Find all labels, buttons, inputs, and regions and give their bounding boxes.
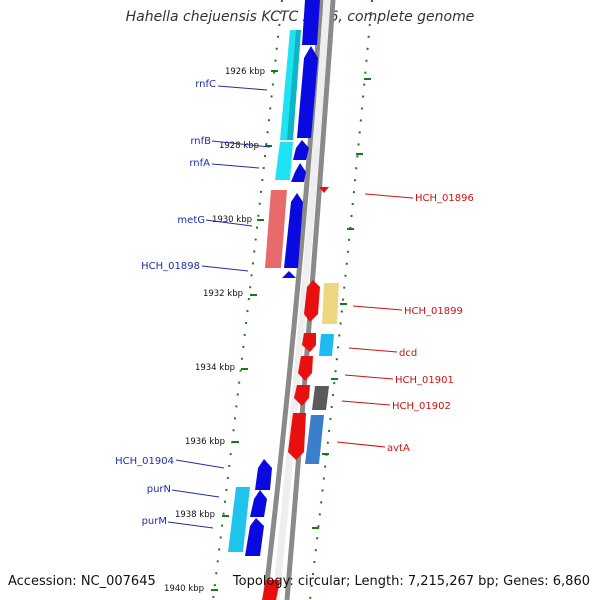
gene-red-dcd[interactable] [302,333,316,352]
gene-yellow-HCH_01899[interactable] [322,283,339,324]
leader-line [217,85,268,91]
inner-dotted-track [212,0,283,600]
kbp-label: 1926 kbp [225,67,265,77]
backbone [262,0,336,600]
gene-label-HCH_01901[interactable]: HCH_01901 [395,375,454,386]
gene-blue-HCH_01904[interactable] [255,459,272,490]
gene-blue-metG[interactable] [284,193,303,268]
gene-cyan-purN[interactable] [228,487,250,552]
gene-blue-purN[interactable] [250,490,267,517]
gene-gray-HCH_01902[interactable] [312,386,329,410]
leader-line [175,459,225,469]
outer-dotted-track [309,0,373,600]
gene-label-purM[interactable]: purM [142,516,167,527]
leader-line [167,521,214,529]
leader-line [352,305,403,311]
gene-red-bottom[interactable] [262,580,280,600]
gene-red-avtA[interactable] [288,413,306,460]
gene-blue-purM[interactable] [245,518,264,556]
gene-label-rnfB[interactable]: rnfB [190,136,211,147]
kbp-label: 1934 kbp [195,363,235,373]
map-title: Hahella chejuensis KCTC 2396, complete g… [125,9,475,25]
leader-line [336,441,386,448]
kbp-ticks [211,70,371,591]
gene-label-rnfC[interactable]: rnfC [195,79,216,90]
gene-label-metG[interactable]: metG [177,215,205,226]
leader-line [344,374,394,380]
leader-line [341,400,391,406]
leader-line [201,265,249,272]
gene-label-HCH_01904[interactable]: HCH_01904 [115,456,174,467]
gene-red-HCH_01896[interactable] [319,187,329,193]
gene-label-purN[interactable]: purN [147,484,171,495]
gene-blue-3[interactable] [293,140,309,160]
leader-line [211,140,271,148]
gene-blue-HCH_01898[interactable] [282,271,296,278]
kbp-label: 1930 kbp [212,215,252,225]
kbp-label: 1936 kbp [185,437,225,447]
topology-label: Topology: circular; Length: 7,215,267 bp… [232,574,590,589]
gene-label-HCH_01896[interactable]: HCH_01896 [415,193,474,204]
gene-label-HCH_01902[interactable]: HCH_01902 [392,401,451,412]
gene-blue-4[interactable] [291,163,306,182]
accession-label: Accession: NC_007645 [8,574,156,589]
gene-cyan-rnfC-shade [287,30,301,140]
leader-line [364,193,414,199]
gene-red-HCH_01902[interactable] [294,385,310,406]
kbp-label: 1940 kbp [164,584,204,594]
gene-blue-1[interactable] [302,0,320,45]
gene-label-avtA[interactable]: avtA [387,443,410,454]
gene-steelblue-avtA[interactable] [305,415,324,464]
gene-salmon-metG[interactable] [265,190,287,268]
kbp-label: 1932 kbp [203,289,243,299]
leader-line [348,347,398,353]
leader-line [171,489,220,498]
gene-label-HCH_01899[interactable]: HCH_01899 [404,306,463,317]
gene-blue-2[interactable] [297,46,318,138]
gene-label-rnfA[interactable]: rnfA [189,158,210,169]
gene-label-dcd[interactable]: dcd [399,348,417,359]
kbp-label: 1938 kbp [175,510,215,520]
gene-skyblue-dcd[interactable] [319,334,334,356]
gene-red-HCH_01901[interactable] [298,356,313,381]
kbp-label: 1928 kbp [219,141,259,151]
leader-line [211,163,260,169]
gene-red-HCH_01899[interactable] [304,280,320,322]
gene-cyan-rnfB[interactable] [275,142,293,180]
gene-label-HCH_01898[interactable]: HCH_01898 [141,261,200,272]
leader-line [205,219,253,227]
